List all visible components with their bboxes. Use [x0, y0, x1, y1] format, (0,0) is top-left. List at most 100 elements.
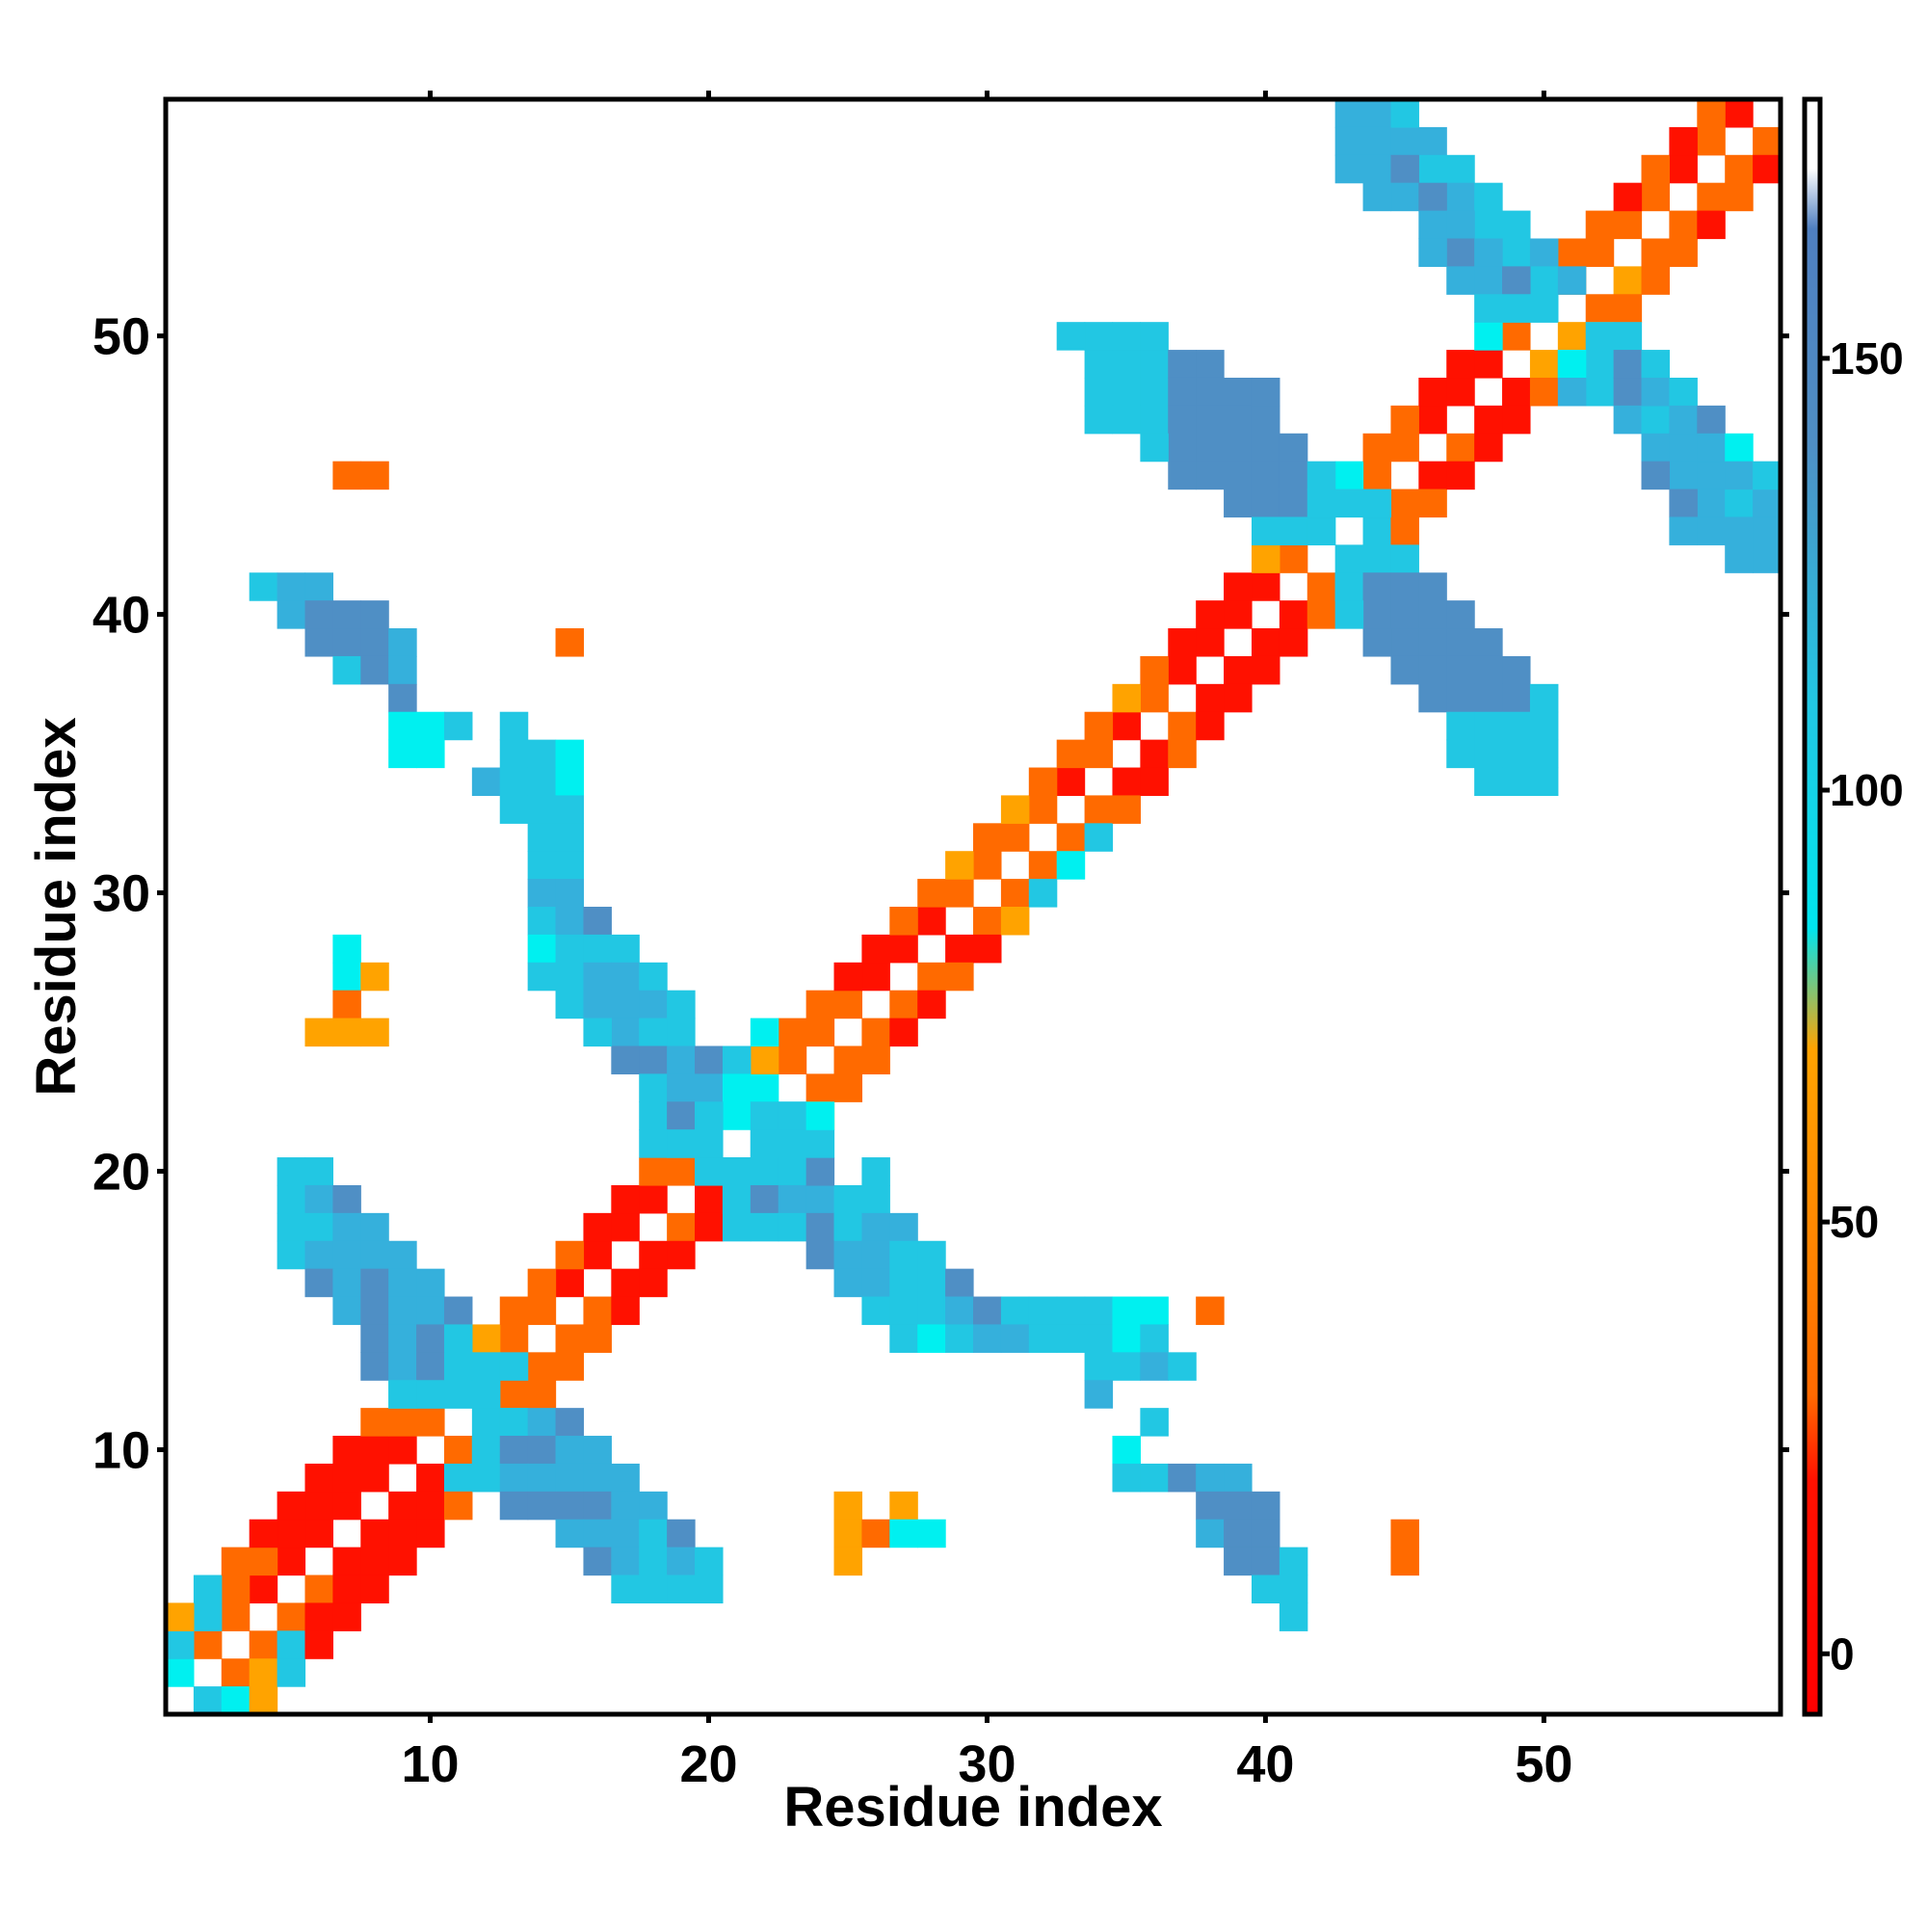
heatmap-cell	[695, 1212, 724, 1242]
heatmap-cell	[443, 1352, 473, 1381]
heatmap-cell	[722, 1157, 752, 1186]
heatmap-cell	[555, 1519, 585, 1548]
heatmap-cell	[1502, 739, 1531, 769]
heatmap-cell	[1334, 572, 1364, 601]
heatmap-cell	[889, 934, 918, 964]
heatmap-cell	[277, 1212, 306, 1242]
colorbar: 0 50 100 150	[1802, 96, 1904, 1717]
heatmap-cell	[583, 962, 612, 992]
heatmap-cell	[555, 628, 585, 657]
heatmap-cell	[611, 1519, 640, 1548]
heatmap-cell	[1251, 516, 1280, 545]
heatmap-cell	[1697, 461, 1726, 490]
heatmap-cell	[1529, 711, 1559, 741]
heatmap-cell	[1753, 461, 1782, 490]
heatmap-cell	[1725, 489, 1754, 518]
y-tick-label: 30	[92, 865, 150, 923]
heatmap-cell	[1390, 489, 1419, 518]
heatmap-cell	[1168, 683, 1197, 713]
heatmap-cell	[1474, 182, 1503, 212]
heatmap-cell	[611, 1184, 640, 1214]
heatmap-cell	[1557, 377, 1587, 407]
heatmap-cell	[1251, 628, 1280, 657]
heatmap-cell	[583, 990, 612, 1019]
heatmap-cell	[1418, 377, 1447, 407]
heatmap-cell	[1251, 600, 1280, 629]
heatmap-cell	[945, 1296, 974, 1326]
heatmap-cell	[249, 1602, 278, 1631]
heatmap-cell	[917, 1268, 946, 1298]
heatmap-cell	[861, 1045, 890, 1074]
heatmap-cell	[778, 1129, 807, 1158]
heatmap-cell	[1028, 795, 1058, 824]
heatmap-cell	[1474, 683, 1503, 713]
heatmap-cell	[388, 739, 417, 769]
heatmap-cell	[471, 1324, 501, 1353]
heatmap-cell	[332, 1296, 361, 1326]
heatmap-cell	[1529, 294, 1559, 323]
heatmap-cell	[360, 962, 389, 992]
heatmap-cell	[833, 962, 863, 992]
heatmap-cell	[277, 1630, 306, 1659]
heatmap-cell	[277, 600, 306, 629]
heatmap-cell	[304, 1157, 333, 1186]
heatmap-cell	[973, 1296, 1002, 1326]
heatmap-cell	[1084, 767, 1114, 797]
heatmap-cell	[555, 1436, 585, 1465]
heatmap-cell	[277, 1519, 306, 1548]
heatmap-cell	[360, 1491, 389, 1521]
heatmap-cell	[778, 1018, 807, 1047]
heatmap-cell	[1418, 154, 1447, 184]
heatmap-cell	[1140, 739, 1169, 769]
heatmap-cell	[416, 711, 445, 741]
heatmap-cell	[1334, 489, 1364, 518]
heatmap-cell	[1613, 350, 1643, 379]
heatmap-cell	[304, 628, 333, 657]
heatmap-cell	[1725, 544, 1754, 573]
heatmap-cell	[1502, 655, 1531, 685]
heatmap-cell	[360, 1296, 389, 1326]
heatmap-cell	[1502, 294, 1531, 323]
heatmap-cell	[1112, 322, 1141, 351]
heatmap-cell	[1390, 628, 1419, 657]
heatmap-cell	[304, 1602, 333, 1631]
heatmap-cell	[555, 879, 585, 908]
heatmap-cell	[249, 1575, 278, 1604]
heatmap-cell	[1529, 238, 1559, 267]
heatmap-cell	[360, 1463, 389, 1493]
heatmap-cell	[388, 1436, 417, 1465]
heatmap-cell	[667, 1519, 696, 1548]
heatmap-cell	[332, 1240, 361, 1270]
heatmap-cell	[639, 1045, 668, 1074]
heatmap-cell	[611, 1491, 640, 1521]
heatmap-cell	[1251, 1519, 1280, 1548]
heatmap-cell	[1028, 851, 1058, 880]
x-axis-title: Residue index	[783, 1776, 1162, 1839]
colorbar-gradient	[1802, 96, 1823, 1717]
heatmap-cell	[555, 851, 585, 880]
heatmap-cell	[1362, 628, 1392, 657]
heatmap-cell	[639, 990, 668, 1019]
heatmap-cell	[1307, 600, 1336, 629]
heatmap-cell	[945, 962, 974, 992]
heatmap-cell	[555, 795, 585, 824]
heatmap-cell	[1753, 489, 1782, 518]
heatmap-cell	[1669, 154, 1698, 184]
heatmap-cell	[1418, 433, 1447, 463]
heatmap-cell	[1112, 683, 1141, 713]
heatmap-cell	[277, 1547, 306, 1576]
heatmap-cell	[1474, 294, 1503, 323]
heatmap-cell	[722, 1184, 752, 1214]
heatmap-cell	[1557, 350, 1587, 379]
heatmap-cell	[1196, 1491, 1225, 1521]
heatmap-cell	[1168, 1463, 1197, 1493]
heatmap-cell	[388, 1296, 417, 1326]
heatmap-cell	[1669, 516, 1698, 545]
heatmap-cell	[332, 962, 361, 992]
heatmap-cell	[695, 1045, 724, 1074]
heatmap-cell	[1390, 99, 1419, 128]
heatmap-cell	[471, 1408, 501, 1437]
heatmap-cell	[1474, 405, 1503, 435]
heatmap-cell	[861, 1184, 890, 1214]
heatmap-cell	[1446, 154, 1475, 184]
